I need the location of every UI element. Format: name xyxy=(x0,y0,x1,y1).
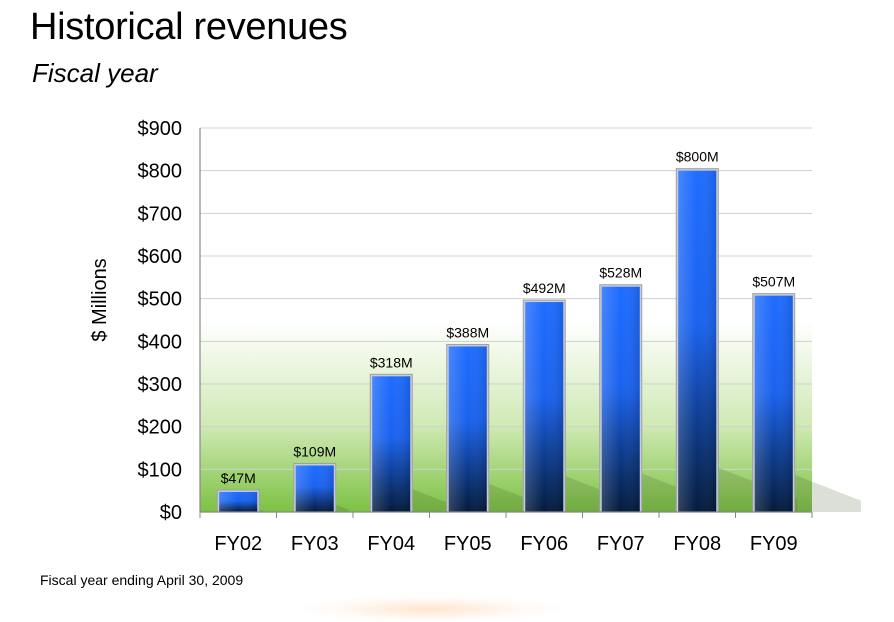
axes xyxy=(199,128,813,518)
x-tick-label: FY02 xyxy=(214,533,262,555)
x-tick-label: FY03 xyxy=(291,533,339,555)
page-title: Historical revenues xyxy=(30,6,348,48)
decorative-glow xyxy=(300,596,560,622)
y-tick-label: $0 xyxy=(160,502,182,524)
data-labels: $47M $109M $318M $388M $492M $528M $800M $507M xyxy=(221,149,795,486)
bar-shadow xyxy=(792,474,861,512)
data-label: $318M xyxy=(370,354,413,370)
bar-shine xyxy=(754,295,793,512)
y-tick-labels: $0 $100 $200 $300 $400 $500 $600 $700 $800 $900 xyxy=(138,118,183,524)
bar-shine xyxy=(448,346,487,512)
x-tick-label: FY05 xyxy=(444,533,492,555)
footnote: Fiscal year ending April 30, 2009 xyxy=(40,572,244,588)
y-tick-label: $100 xyxy=(138,459,183,481)
data-label: $109M xyxy=(293,443,336,459)
x-tick-label: FY06 xyxy=(520,533,568,555)
y-tick-label: $700 xyxy=(138,203,183,225)
x-tick-label: FY08 xyxy=(673,533,721,555)
x-tick-label: FY07 xyxy=(597,533,645,555)
y-tick-label: $200 xyxy=(138,417,183,439)
x-tick-labels: FY02 FY03 FY04 FY05 FY06 FY07 FY08 FY09 xyxy=(214,533,797,555)
bar-shine xyxy=(525,302,564,512)
y-tick-label: $400 xyxy=(138,331,183,353)
data-label: $507M xyxy=(752,274,795,290)
bar-shine xyxy=(219,491,258,512)
data-label: $492M xyxy=(523,280,566,296)
y-axis-label: $ Millions xyxy=(89,258,111,341)
bar-shadow xyxy=(333,503,349,512)
y-tick-label: $900 xyxy=(138,118,183,140)
data-label: $528M xyxy=(599,265,642,281)
page-subtitle: Fiscal year xyxy=(32,58,158,88)
y-tick-label: $800 xyxy=(138,161,183,183)
bar-shine xyxy=(372,376,411,512)
data-label: $388M xyxy=(446,324,489,340)
y-tick-label: $300 xyxy=(138,374,183,396)
y-tick-label: $600 xyxy=(138,246,183,268)
data-label: $47M xyxy=(221,470,256,486)
bar-shine xyxy=(601,286,640,512)
data-label: $800M xyxy=(676,149,719,165)
bar-shine xyxy=(678,170,717,512)
bars xyxy=(216,168,796,513)
x-tick-label: FY09 xyxy=(750,533,798,555)
bar-shine xyxy=(295,465,334,512)
y-tick-label: $500 xyxy=(138,289,183,311)
x-tick-label: FY04 xyxy=(367,533,415,555)
bar-shadow xyxy=(410,488,453,512)
